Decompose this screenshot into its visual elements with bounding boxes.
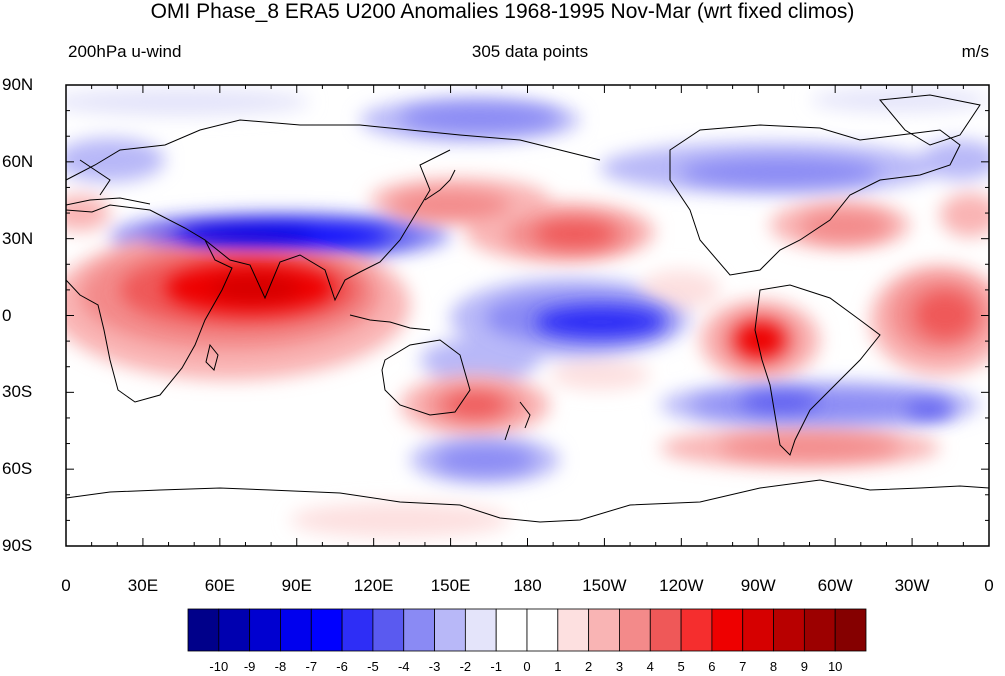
eurasia-north-coastline xyxy=(66,119,601,181)
colorbar-swatch xyxy=(680,608,713,652)
colorbar-tick-label: 6 xyxy=(708,659,716,674)
colorbar-tick-label: 7 xyxy=(739,659,747,674)
colorbar-tick-label: 2 xyxy=(585,659,593,674)
latitude-label: 0 xyxy=(2,305,12,325)
europe-coastline xyxy=(66,159,151,206)
africa-coastline xyxy=(66,204,233,403)
colorbar-swatch xyxy=(773,608,805,652)
colorbar-swatch xyxy=(464,608,497,652)
colorbar-swatch xyxy=(526,608,559,652)
colorbar-tick-label: -5 xyxy=(367,659,379,674)
longitude-label: 0 xyxy=(61,576,71,595)
longitude-label: 150W xyxy=(582,576,627,595)
colorbar-swatch xyxy=(588,608,620,652)
colorbar-tick-label: -4 xyxy=(397,659,410,674)
latitude-label: 30N xyxy=(2,228,34,248)
colorbar-swatch xyxy=(711,608,744,652)
australia-coastline xyxy=(381,339,471,416)
colorbar-tick-label: 9 xyxy=(800,659,808,674)
madagascar-coastline xyxy=(205,343,219,371)
longitude-label: 0 xyxy=(984,576,994,595)
longitude-label: 150E xyxy=(430,576,471,595)
colorbar xyxy=(187,608,867,652)
field-name-label: 200hPa u-wind xyxy=(68,42,182,61)
colorbar-swatch xyxy=(619,608,651,652)
units-label: m/s xyxy=(961,42,989,61)
longitude-label: 120E xyxy=(353,576,394,595)
colorbar-swatch xyxy=(187,608,220,652)
colorbar-swatch xyxy=(803,608,836,652)
data-points-label: 305 data points xyxy=(471,42,589,61)
coastlines xyxy=(66,94,989,523)
colorbar-swatch xyxy=(557,608,590,652)
colorbar-tick-label: -7 xyxy=(305,659,318,674)
greenland-coastline xyxy=(879,94,981,146)
colorbar-tick-label: -2 xyxy=(459,659,472,674)
south-america-coastline xyxy=(754,284,881,456)
latitude-label: 30S xyxy=(2,382,33,402)
colorbar-swatch xyxy=(495,608,528,652)
colorbar-tick-label: 1 xyxy=(554,659,562,674)
latitude-label: 60N xyxy=(2,151,34,171)
colorbar-swatch xyxy=(310,608,343,652)
latitude-label: 90N xyxy=(2,75,34,94)
japan-coastline xyxy=(424,169,456,201)
colorbar-swatch xyxy=(742,608,774,652)
colorbar-tick-label: -6 xyxy=(336,659,348,674)
antarctica-coastline xyxy=(66,479,989,523)
colorbar-swatch xyxy=(649,608,682,652)
colorbar-tick-label: 10 xyxy=(827,659,843,674)
colorbar-swatch xyxy=(834,608,867,652)
colorbar-tick-label: 8 xyxy=(769,659,778,674)
colorbar-tick-label: 0 xyxy=(523,659,531,674)
indonesia-coastline xyxy=(349,314,431,331)
asia-coastline xyxy=(204,149,451,302)
colorbar-tick-label: -10 xyxy=(209,659,229,674)
colorbar-tick-label: -9 xyxy=(243,659,256,674)
colorbar-swatch xyxy=(434,608,466,652)
longitude-label: 180 xyxy=(513,576,542,595)
chart-title: OMI Phase_8 ERA5 U200 Anomalies 1968-199… xyxy=(150,0,855,23)
colorbar-tick-label: 5 xyxy=(677,659,685,674)
longitude-label: 60E xyxy=(204,576,235,595)
colorbar-tick-label: -3 xyxy=(428,659,441,674)
longitude-label: 30E xyxy=(127,576,159,595)
colorbar-swatch xyxy=(280,608,312,652)
latitude-label: 90S xyxy=(2,536,33,555)
colorbar-swatch xyxy=(372,608,405,652)
north-america-coastline xyxy=(669,124,961,276)
longitude-label: 30W xyxy=(894,576,930,595)
longitude-label: 90W xyxy=(740,576,776,595)
longitude-label: 60W xyxy=(817,576,853,595)
axis-ticks xyxy=(65,84,990,547)
colorbar-swatch xyxy=(341,608,374,652)
latitude-label: 60S xyxy=(2,459,33,479)
colorbar-swatch xyxy=(403,608,435,652)
longitude-label: 90E xyxy=(281,576,312,595)
longitude-label: 120W xyxy=(659,576,704,595)
colorbar-tick-label: 3 xyxy=(615,659,624,674)
colorbar-tick-label: -8 xyxy=(274,659,287,674)
colorbar-tick-label: -1 xyxy=(490,659,502,674)
colorbar-tick-label: 4 xyxy=(646,659,654,674)
new-zealand-coastline xyxy=(504,401,531,441)
colorbar-swatch xyxy=(218,608,251,652)
colorbar-swatch xyxy=(249,608,281,652)
